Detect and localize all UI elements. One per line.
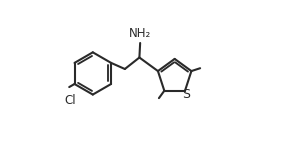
Text: S: S: [182, 88, 190, 101]
Text: methyl: methyl: [158, 98, 163, 100]
Text: NH₂: NH₂: [129, 27, 151, 40]
Text: Cl: Cl: [64, 94, 76, 107]
